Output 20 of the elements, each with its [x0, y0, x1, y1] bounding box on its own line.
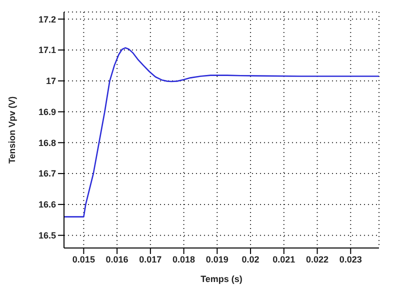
y-tick-label: 16.5	[38, 230, 56, 241]
y-tick-label: 16.6	[38, 200, 56, 210]
x-tick-label: 0.015	[72, 254, 95, 264]
x-tick-label: 0.022	[306, 254, 329, 264]
line-series	[64, 47, 379, 218]
x-tick-label: 0.02	[242, 254, 260, 264]
y-tick-label: 17.1	[38, 45, 56, 56]
y-tick-label: 16.7	[38, 168, 56, 179]
x-tick-label: 0.023	[339, 254, 362, 264]
y-tick-label: 17.2	[38, 14, 56, 24]
y-tick-label: 16.9	[38, 106, 56, 117]
x-tick-label: 0.021	[272, 254, 296, 264]
x-tick-label: 0.019	[206, 254, 228, 264]
y-tick-label: 17	[46, 76, 56, 86]
x-tick-label: 0.016	[106, 254, 128, 264]
x-axis-title: Temps (s)	[200, 274, 242, 284]
y-axis-title: Tension Vpv (V)	[7, 96, 18, 164]
y-tick-label: 16.8	[38, 138, 56, 148]
x-tick-label: 0.017	[139, 254, 162, 264]
x-tick-label: 0.018	[172, 254, 196, 264]
